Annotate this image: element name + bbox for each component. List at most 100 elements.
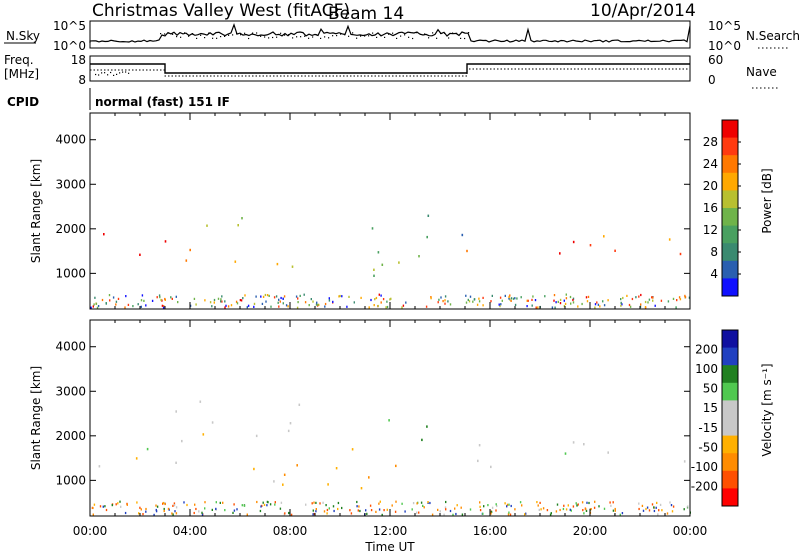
heatmap-noise-cell	[509, 294, 511, 297]
heatmap-noise-cell	[104, 505, 106, 508]
heatmap-noise-cell	[186, 503, 188, 507]
heatmap-noise-cell	[508, 503, 510, 506]
heatmap-noise-cell	[155, 508, 157, 512]
nsearch-dot	[212, 37, 214, 39]
heatmap-noise-cell	[659, 503, 662, 506]
heatmap-noise-cell	[473, 298, 476, 301]
heatmap-noise-cell	[239, 299, 242, 302]
heatmap-noise-cell	[514, 297, 516, 300]
heatmap-cell	[426, 425, 428, 428]
heatmap-noise-cell	[373, 304, 375, 307]
heatmap-cell	[189, 248, 191, 252]
heatmap-noise-cell	[356, 505, 358, 508]
heatmap-noise-cell	[679, 298, 682, 301]
heatmap-noise-cell	[521, 504, 523, 507]
heatmap-noise-cell	[621, 512, 624, 515]
heatmap-noise-cell	[246, 306, 248, 309]
heatmap-cell	[234, 260, 237, 263]
heatmap-cell	[335, 467, 338, 470]
heatmap-noise-cell	[120, 505, 122, 508]
heatmap-noise-cell	[366, 512, 368, 515]
heatmap-cell	[206, 224, 208, 227]
nsearch-dot	[452, 32, 454, 34]
heatmap-noise-cell	[360, 296, 362, 299]
heatmap-cell	[164, 240, 167, 243]
heatmap-noise-cell	[499, 305, 501, 308]
heatmap-cell	[583, 443, 585, 446]
heatmap-noise-cell	[312, 509, 314, 512]
nsearch-dot	[176, 36, 178, 38]
heatmap-noise-cell	[261, 302, 264, 305]
heatmap-noise-cell	[581, 501, 584, 504]
heatmap-noise-cell	[472, 300, 474, 303]
heatmap-noise-cell	[369, 504, 372, 507]
heatmap-noise-cell	[328, 507, 330, 510]
heatmap-noise-cell	[162, 501, 165, 505]
heatmap-noise-cell	[437, 508, 439, 511]
heatmap-cell	[398, 261, 400, 264]
heatmap-noise-cell	[317, 303, 319, 306]
heatmap-noise-cell	[465, 294, 467, 297]
nsearch-dot	[164, 33, 166, 35]
heatmap-noise-cell	[127, 303, 130, 306]
heatmap-noise-cell	[246, 513, 248, 516]
heatmap-noise-cell	[279, 300, 281, 303]
nsearch-dot	[184, 32, 186, 34]
heatmap-noise-cell	[657, 513, 659, 516]
heatmap-noise-cell	[531, 298, 533, 301]
heatmap-noise-cell	[288, 511, 290, 515]
heatmap-noise-cell	[92, 513, 94, 516]
heatmap-noise-cell	[163, 305, 165, 308]
velocity-colorbar-swatch	[722, 488, 738, 507]
heatmap-noise-cell	[483, 505, 485, 508]
heatmap-noise-cell	[124, 306, 126, 309]
heatmap-noise-cell	[315, 508, 317, 511]
power-colorbar-tick-label: 16	[703, 201, 718, 215]
heatmap-noise-cell	[236, 508, 238, 511]
heatmap-noise-cell	[145, 510, 147, 513]
heatmap-cell	[371, 227, 374, 230]
velocity-colorbar-label: Velocity [m s⁻¹]	[760, 363, 774, 456]
heatmap-noise-cell	[374, 298, 376, 301]
heatmap-noise-cell	[509, 298, 511, 301]
heatmap-noise-cell	[280, 501, 283, 504]
heatmap-noise-cell	[119, 500, 121, 503]
heatmap-noise-cell	[412, 502, 415, 505]
power-colorbar-label: Power [dB]	[760, 168, 774, 233]
heatmap-noise-cell	[569, 508, 571, 511]
heatmap-noise-cell	[219, 501, 221, 504]
heatmap-cell	[283, 473, 286, 476]
heatmap-noise-cell	[582, 509, 584, 512]
nsearch-dot	[380, 34, 382, 36]
heatmap-cell	[490, 465, 492, 469]
nsearch-dot	[256, 32, 258, 34]
heatmap-noise-cell	[416, 502, 418, 505]
heatmap-noise-cell	[221, 295, 223, 298]
heatmap-noise-cell	[614, 507, 616, 511]
nsearch-dot	[412, 37, 414, 40]
heatmap-noise-cell	[337, 507, 339, 511]
heatmap-noise-cell	[174, 510, 176, 513]
y-tick-label: 2000	[55, 429, 86, 443]
power-colorbar-tick-label: 24	[703, 157, 718, 171]
heatmap-noise-cell	[648, 298, 651, 301]
heatmap-noise-cell	[614, 509, 616, 512]
heatmap-noise-cell	[163, 507, 165, 511]
heatmap-noise-cell	[653, 509, 656, 513]
nave-dot	[119, 72, 121, 74]
heatmap-noise-cell	[658, 509, 660, 512]
power-colorbar-swatch	[722, 172, 738, 191]
heatmap-noise-cell	[401, 306, 403, 309]
nsearch-dot	[244, 32, 246, 34]
heatmap-noise-cell	[551, 306, 554, 309]
heatmap-cell	[175, 410, 177, 413]
power-colorbar-tick-label: 12	[703, 223, 718, 237]
heatmap-noise-cell	[264, 293, 267, 297]
nave-dot	[110, 71, 112, 74]
heatmap-noise-cell	[640, 303, 642, 306]
beam-title: Beam 14	[328, 4, 404, 24]
velocity-colorbar-tick-label: 100	[695, 362, 718, 376]
heatmap-noise-cell	[482, 304, 484, 307]
power-colorbar-tick-label: 20	[703, 179, 718, 193]
heatmap-noise-cell	[324, 305, 326, 308]
